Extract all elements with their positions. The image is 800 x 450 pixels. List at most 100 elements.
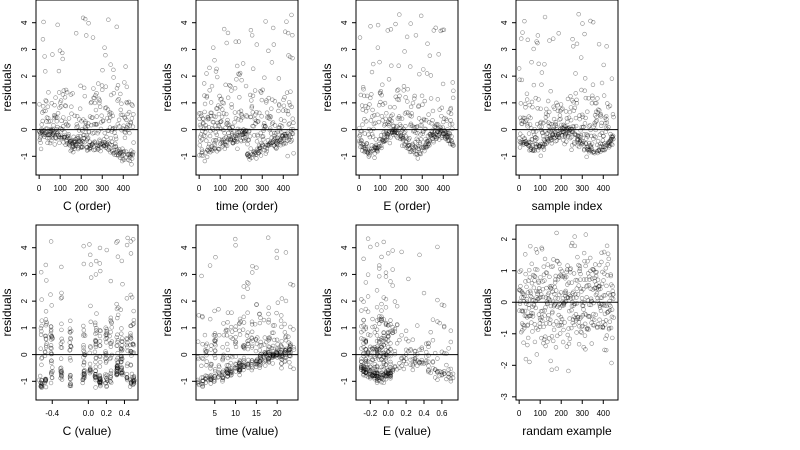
data-point	[276, 108, 281, 114]
data-point	[98, 379, 103, 384]
data-point	[568, 131, 573, 136]
data-point	[365, 150, 370, 155]
data-point	[588, 216, 592, 220]
data-point	[374, 338, 380, 344]
data-point	[79, 144, 84, 149]
data-point	[572, 140, 577, 145]
data-point	[371, 126, 376, 132]
data-point	[449, 138, 454, 143]
data-point	[393, 94, 398, 99]
data-point	[115, 339, 120, 345]
data-point	[582, 321, 588, 326]
x-axis-title: E (order)	[383, 199, 430, 213]
data-point	[98, 378, 103, 383]
data-point	[380, 82, 385, 87]
data-point	[245, 361, 250, 367]
data-point	[117, 155, 123, 160]
data-point	[448, 376, 454, 382]
data-point	[39, 129, 45, 135]
data-point	[247, 153, 252, 158]
data-point	[262, 358, 267, 364]
data-point	[104, 330, 109, 336]
data-point	[430, 132, 435, 137]
data-point	[196, 382, 202, 388]
data-point	[120, 146, 125, 151]
data-point	[363, 357, 369, 362]
data-point	[220, 374, 225, 379]
data-point	[387, 121, 392, 126]
data-point	[371, 144, 377, 149]
data-point	[385, 135, 391, 140]
data-point	[213, 337, 219, 342]
data-point	[280, 133, 285, 138]
data-point	[106, 147, 111, 153]
data-point	[521, 326, 527, 331]
data-point	[45, 104, 50, 109]
data-point	[393, 127, 399, 133]
data-point	[527, 275, 533, 280]
data-point	[383, 371, 389, 376]
data-point	[562, 274, 567, 279]
data-point	[426, 141, 431, 147]
data-point	[441, 371, 447, 376]
y-tick-label: 2	[180, 298, 189, 303]
data-point	[560, 295, 566, 301]
data-point	[97, 328, 103, 333]
data-point	[426, 367, 431, 373]
data-point	[94, 326, 99, 331]
data-point	[291, 327, 296, 332]
data-point	[104, 327, 110, 332]
data-point	[243, 131, 248, 137]
data-point	[424, 71, 430, 76]
data-point	[114, 301, 119, 307]
data-point	[104, 376, 109, 382]
data-point	[577, 268, 582, 274]
data-point	[258, 362, 264, 367]
data-point	[446, 346, 451, 351]
data-point	[68, 336, 73, 342]
data-point	[258, 153, 264, 158]
data-point	[131, 375, 136, 381]
data-point	[39, 129, 45, 135]
data-point	[97, 379, 103, 385]
data-point	[529, 320, 534, 325]
data-point	[101, 143, 107, 149]
data-point	[254, 341, 260, 347]
data-point	[424, 349, 429, 355]
data-point	[131, 377, 136, 382]
data-point	[119, 153, 125, 159]
data-point	[379, 375, 384, 381]
data-point	[424, 360, 429, 366]
data-point	[120, 158, 125, 164]
x-tick-label: 0	[517, 184, 522, 193]
data-point	[546, 312, 551, 318]
data-point	[256, 151, 261, 156]
data-point	[381, 377, 386, 382]
data-point	[265, 358, 271, 363]
data-point	[446, 138, 452, 144]
data-point	[561, 126, 567, 132]
data-point	[118, 149, 123, 155]
data-point	[282, 355, 288, 361]
data-point	[288, 89, 293, 94]
data-point	[604, 347, 609, 353]
data-point	[273, 145, 278, 150]
data-point	[576, 11, 581, 17]
data-point	[279, 338, 284, 344]
data-point	[388, 361, 393, 367]
data-point	[39, 128, 44, 133]
data-point	[586, 140, 592, 146]
data-point	[381, 336, 386, 341]
data-point	[558, 266, 563, 272]
data-point	[59, 104, 64, 109]
y-tick-label: 2	[340, 298, 349, 303]
data-point	[105, 107, 111, 112]
data-point	[416, 146, 422, 152]
data-point	[131, 374, 137, 379]
data-point	[374, 371, 380, 376]
data-point	[417, 359, 422, 365]
data-point	[111, 91, 117, 96]
data-point	[372, 377, 377, 382]
data-point	[386, 338, 391, 344]
plot-frame	[355, 0, 459, 176]
